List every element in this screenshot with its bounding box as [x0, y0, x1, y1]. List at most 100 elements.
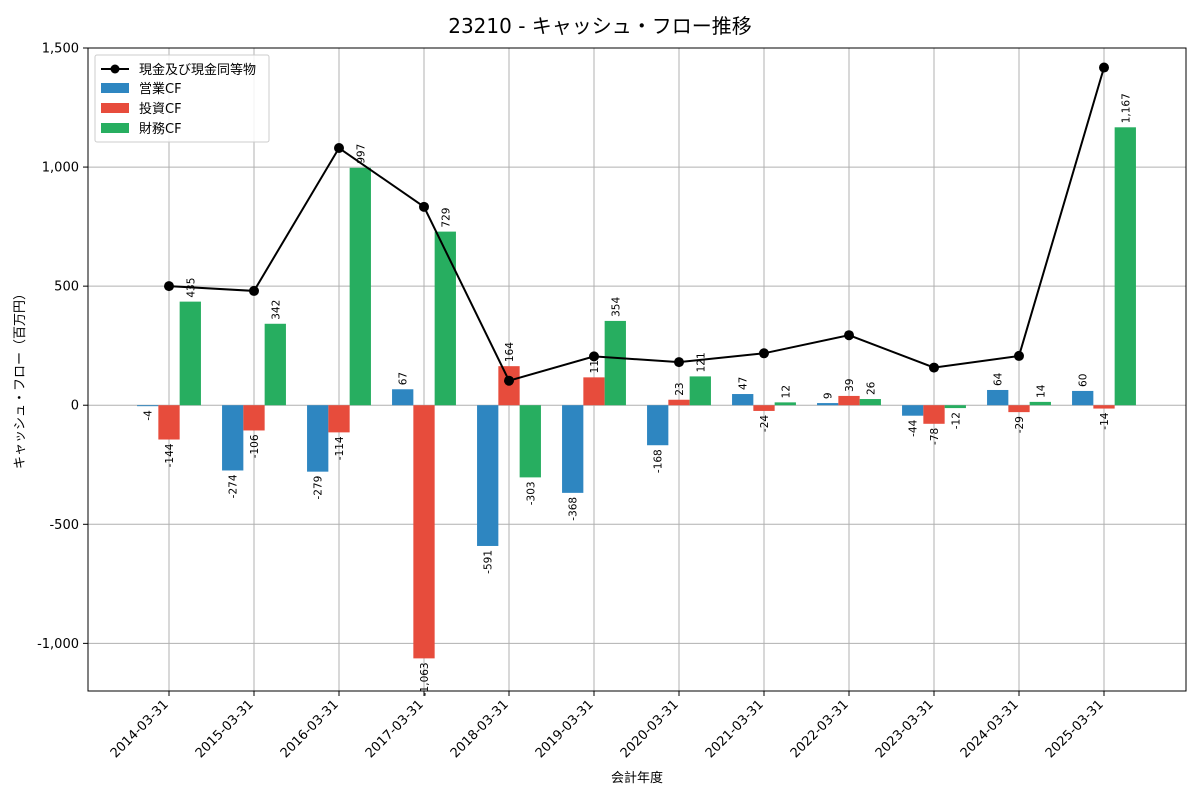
- bar: [137, 405, 159, 407]
- cash-point: [419, 201, 429, 212]
- chart-title: 23210 - キャッシュ・フロー推移: [448, 14, 752, 38]
- bar: [477, 405, 499, 546]
- data-label: 1,167: [1120, 93, 1132, 123]
- bar: [732, 394, 754, 406]
- bar: [434, 231, 456, 406]
- data-label: -274: [228, 474, 240, 498]
- cash-point: [504, 375, 514, 386]
- legend: 現金及び現金同等物 営業CF 投資CF 財務CF: [94, 54, 270, 143]
- data-label: -168: [653, 449, 665, 473]
- x-tick-label: 2024-03-31: [958, 697, 1022, 761]
- bar: [944, 405, 966, 409]
- data-labels-layer: -4 -274 -279 67 -591 -368 -168 47 9 -44 64 60 -144 -1…: [143, 93, 1133, 696]
- cash-point: [249, 285, 259, 296]
- bar: [498, 366, 520, 406]
- bar: [243, 405, 265, 431]
- bar: [668, 399, 690, 406]
- bar: [179, 301, 201, 406]
- data-label: -1,063: [419, 662, 431, 696]
- data-label: 9: [823, 392, 835, 399]
- y-tick-label: 0: [71, 399, 79, 414]
- y-tick-label: -1,000: [37, 637, 79, 652]
- bar: [1093, 405, 1115, 409]
- cash-point: [929, 362, 939, 373]
- cash-point: [674, 357, 684, 368]
- legend-swatch-operating: [101, 83, 129, 93]
- legend-label-investing: 投資CF: [139, 101, 182, 117]
- bar: [413, 405, 435, 659]
- x-tick-label: 2021-03-31: [703, 697, 767, 761]
- cash-point: [589, 351, 599, 362]
- data-label: -279: [313, 476, 325, 500]
- grid-layer: [88, 47, 1186, 691]
- plot-area-border: [87, 47, 1187, 692]
- y-tick-label: 500: [54, 280, 79, 295]
- bar: [392, 389, 414, 406]
- x-tick-label: 2017-03-31: [363, 697, 427, 761]
- legend-label-financing: 財務CF: [139, 122, 182, 137]
- data-label: 164: [504, 342, 516, 362]
- y-tick-label: 1,000: [42, 161, 79, 176]
- legend-line-marker: [110, 64, 120, 74]
- legend-swatch-investing: [101, 103, 129, 113]
- bar: [817, 403, 839, 406]
- data-label: 47: [738, 377, 750, 390]
- bar: [1008, 405, 1030, 413]
- y-axis: -1,000 -500 0 500 1,000 1,500: [37, 42, 88, 652]
- cash-point: [844, 330, 854, 341]
- data-label: 64: [993, 372, 1005, 386]
- bar: [647, 405, 669, 446]
- cash-point: [1099, 62, 1109, 73]
- bar: [583, 377, 605, 406]
- data-label: 12: [780, 385, 792, 398]
- data-label: -368: [568, 497, 580, 521]
- bar: [158, 405, 180, 440]
- data-label: 26: [865, 381, 877, 395]
- x-tick-label: 2022-03-31: [788, 697, 852, 761]
- data-label: 997: [355, 144, 367, 164]
- bar: [923, 405, 945, 424]
- data-label: 435: [185, 278, 197, 298]
- bar: [562, 405, 584, 493]
- bar: [349, 167, 371, 406]
- data-label: -106: [249, 434, 261, 458]
- x-tick-label: 2020-03-31: [618, 697, 682, 761]
- bar: [264, 323, 286, 406]
- bar: [774, 402, 796, 406]
- data-label: 60: [1078, 374, 1090, 387]
- x-tick-label: 2018-03-31: [448, 697, 512, 761]
- data-label: -14: [1099, 412, 1111, 429]
- legend-frame: [94, 54, 270, 143]
- data-label: -12: [950, 412, 962, 429]
- y-tick-label: 1,500: [42, 42, 79, 57]
- bar: [307, 405, 329, 472]
- cash-series-line: [168, 67, 1105, 382]
- data-label: -29: [1014, 416, 1026, 433]
- bar: [1029, 401, 1051, 406]
- line-layer: [164, 62, 1109, 386]
- bar: [689, 376, 711, 406]
- x-tick-label: 2015-03-31: [193, 697, 257, 761]
- bar: [222, 405, 244, 471]
- x-tick-label: 2014-03-31: [108, 697, 172, 761]
- data-label: 14: [1035, 384, 1047, 398]
- bar: [859, 399, 881, 406]
- bar: [1114, 127, 1136, 406]
- bar: [987, 389, 1009, 406]
- bar: [838, 395, 860, 406]
- data-label: 121: [695, 352, 707, 372]
- data-label: 67: [398, 372, 410, 385]
- cash-point: [759, 348, 769, 359]
- data-label: 729: [440, 208, 452, 228]
- x-axis-label: 会計年度: [611, 770, 663, 786]
- cash-point: [334, 143, 344, 154]
- data-label: -78: [929, 428, 941, 445]
- bar: [753, 405, 775, 411]
- data-label: 354: [610, 297, 622, 317]
- data-label: -24: [759, 415, 771, 432]
- data-label: 117: [589, 353, 601, 373]
- bar: [1072, 390, 1094, 406]
- data-label: -591: [483, 550, 495, 574]
- data-label: 39: [844, 379, 856, 392]
